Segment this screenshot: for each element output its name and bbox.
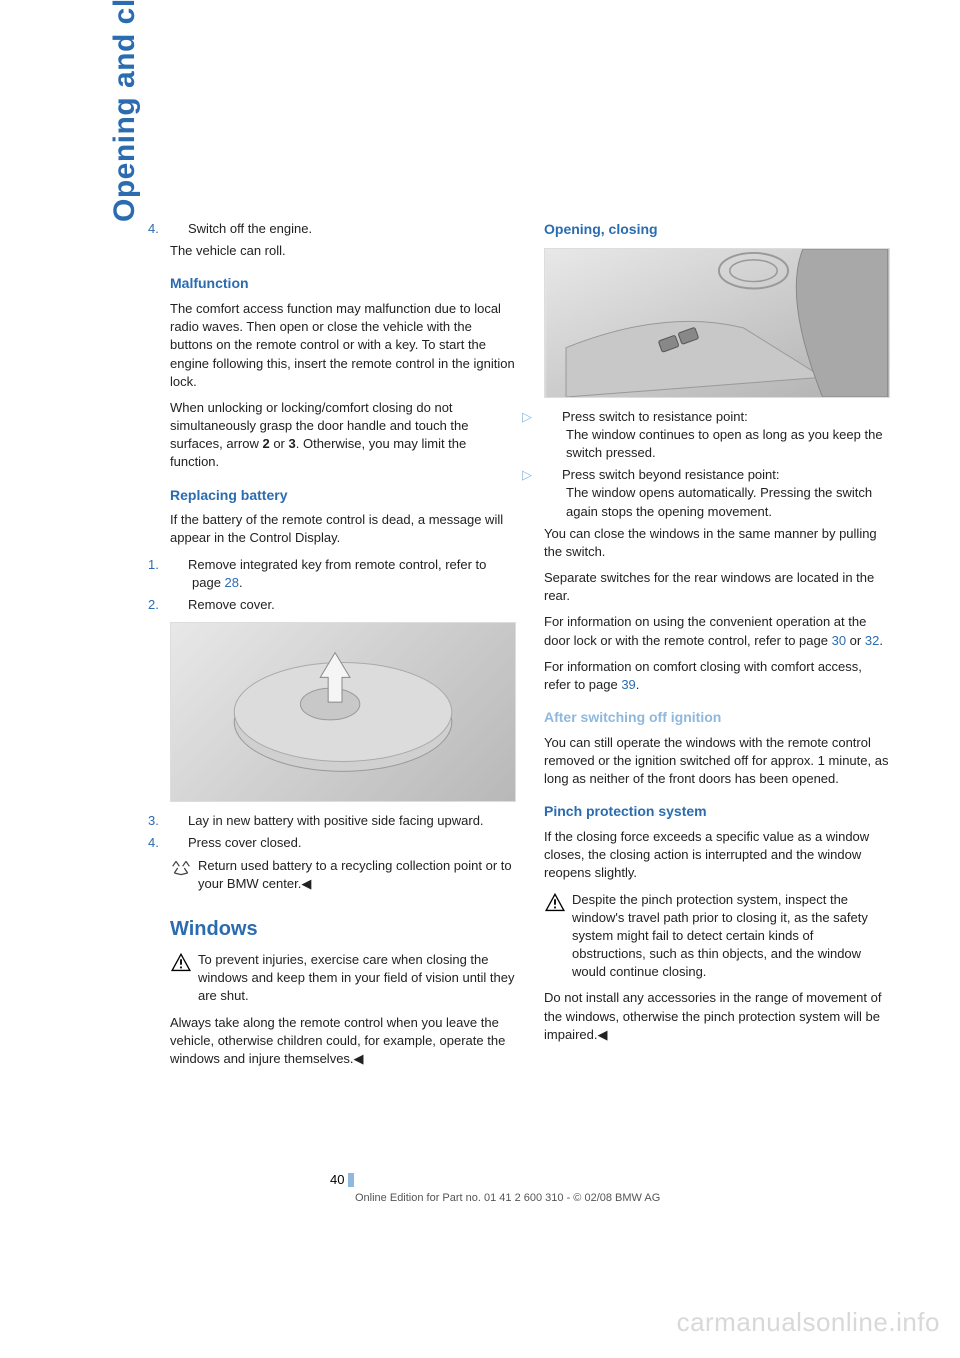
recycle-icon bbox=[170, 857, 192, 879]
heading-after-ignition: After switching off ignition bbox=[544, 708, 890, 728]
page-number: 40 bbox=[330, 1172, 344, 1187]
list-text: Press switch to resistance point:The win… bbox=[562, 409, 883, 460]
warning-icon bbox=[544, 891, 566, 913]
body-text: If the closing force exceeds a specific … bbox=[544, 828, 890, 883]
right-column: Opening, closing ▷Press switch to resist… bbox=[544, 220, 890, 1076]
bullet-item: ▷Press switch beyond resistance point:Th… bbox=[544, 466, 890, 521]
bullet-item: ▷Press switch to resistance point:The wi… bbox=[544, 408, 890, 463]
list-text: Remove integrated key from remote con­tr… bbox=[188, 557, 486, 590]
bullet-icon: ▷ bbox=[544, 466, 562, 484]
footer-text: Online Edition for Part no. 01 41 2 600 … bbox=[355, 1192, 660, 1204]
list-number: 3. bbox=[170, 812, 188, 830]
page-number-accent bbox=[348, 1173, 354, 1187]
page-link[interactable]: 32 bbox=[865, 633, 879, 648]
warning-note: To prevent injuries, exercise care when … bbox=[170, 951, 516, 1006]
step-1: 1.Remove integrated key from remote con­… bbox=[170, 556, 516, 592]
note-text: Return used battery to a recycling colle… bbox=[198, 857, 516, 893]
left-column: 4.Switch off the engine. The vehicle can… bbox=[170, 220, 516, 1076]
list-text: Switch off the engine. bbox=[188, 221, 312, 236]
watermark: carmanualsonline.info bbox=[677, 1307, 940, 1338]
heading-windows: Windows bbox=[170, 915, 516, 943]
body-text: For information on using the convenient … bbox=[544, 613, 890, 649]
section-side-title: Opening and closing bbox=[108, 0, 142, 222]
body-text: If the battery of the remote control is … bbox=[170, 511, 516, 547]
end-marker-icon: ◀ bbox=[597, 1026, 607, 1044]
list-text: Press cover closed. bbox=[188, 835, 301, 850]
bullet-icon: ▷ bbox=[544, 408, 562, 426]
list-text: Press switch beyond resistance point:The… bbox=[562, 467, 872, 518]
page-link[interactable]: 39 bbox=[621, 677, 635, 692]
body-text: The comfort access function may malfunct… bbox=[170, 300, 516, 391]
warning-icon bbox=[170, 951, 192, 973]
step-4b: 4.Press cover closed. bbox=[170, 834, 516, 852]
list-number: 1. bbox=[170, 556, 188, 574]
body-text: For information on comfort closing with … bbox=[544, 658, 890, 694]
list-number: 4. bbox=[170, 220, 188, 238]
end-marker-icon: ◀ bbox=[301, 875, 311, 893]
battery-illustration bbox=[171, 623, 515, 801]
body-text: Separate switches for the rear windows a… bbox=[544, 569, 890, 605]
heading-malfunction: Malfunction bbox=[170, 274, 516, 294]
list-text: Remove cover. bbox=[188, 597, 275, 612]
warning-note: Despite the pinch protection system, ins… bbox=[544, 891, 890, 982]
step-4: 4.Switch off the engine. bbox=[170, 220, 516, 238]
page-link[interactable]: 30 bbox=[832, 633, 846, 648]
body-text: You can still operate the windows with t… bbox=[544, 734, 890, 789]
note-text: Despite the pinch protection system, ins… bbox=[572, 891, 890, 982]
heading-replacing-battery: Replacing battery bbox=[170, 486, 516, 506]
body-text: Do not install any accessories in the ra… bbox=[544, 989, 890, 1044]
list-number: 2. bbox=[170, 596, 188, 614]
heading-opening-closing: Opening, closing bbox=[544, 220, 890, 240]
page-link[interactable]: 28 bbox=[225, 575, 239, 590]
body-text: When unlocking or locking/comfort closin… bbox=[170, 399, 516, 472]
switch-illustration bbox=[545, 249, 889, 397]
body-text: You can close the windows in the same ma… bbox=[544, 525, 890, 561]
figure-window-switch bbox=[544, 248, 890, 398]
recycle-note: Return used battery to a recycling colle… bbox=[170, 857, 516, 893]
body-text: The vehicle can roll. bbox=[170, 242, 516, 260]
step-2: 2.Remove cover. bbox=[170, 596, 516, 614]
list-text: Lay in new battery with positive side fa… bbox=[188, 813, 484, 828]
content-columns: 4.Switch off the engine. The vehicle can… bbox=[170, 220, 890, 1076]
end-marker-icon: ◀ bbox=[354, 1050, 364, 1068]
list-number: 4. bbox=[170, 834, 188, 852]
note-text: To prevent injuries, exercise care when … bbox=[198, 951, 516, 1006]
heading-pinch-protection: Pinch protection system bbox=[544, 802, 890, 822]
body-text: Always take along the remote control whe… bbox=[170, 1014, 516, 1069]
figure-remote-battery bbox=[170, 622, 516, 802]
step-3: 3.Lay in new battery with positive side … bbox=[170, 812, 516, 830]
